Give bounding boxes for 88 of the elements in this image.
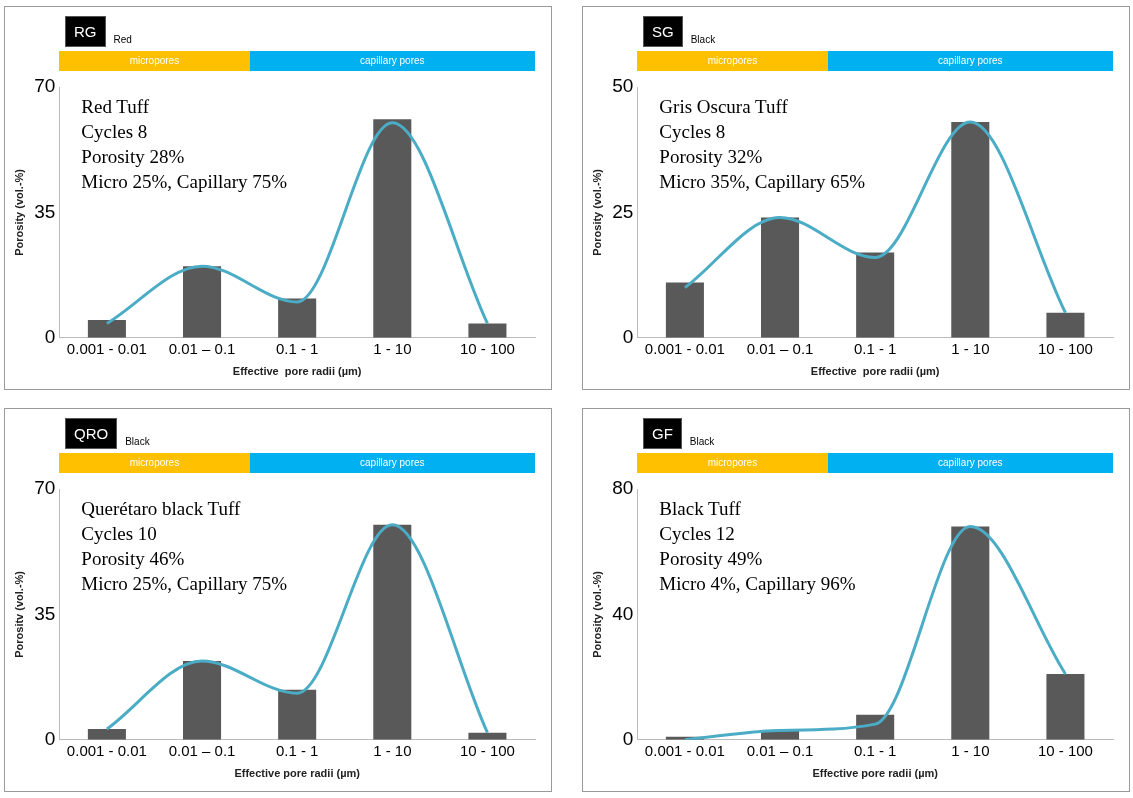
x-tick-label: 10 - 100 bbox=[1037, 339, 1093, 357]
x-axis-title: Effective pore radii (µm) bbox=[232, 365, 362, 378]
bar bbox=[87, 319, 126, 338]
bar bbox=[183, 266, 222, 338]
y-tick-label: 70 bbox=[34, 477, 56, 499]
x-tick-label: 0.001 - 0.01 bbox=[644, 741, 725, 759]
chart-title: GF bbox=[643, 418, 682, 449]
bar bbox=[87, 729, 126, 740]
annotation: Cycles 10 bbox=[81, 523, 157, 545]
y-tick-label: 0 bbox=[622, 728, 634, 750]
y-tick-label: 50 bbox=[612, 75, 634, 97]
annotation: Gris Oscura Tuff bbox=[659, 96, 789, 118]
y-tick-label: 80 bbox=[612, 477, 634, 499]
chart-subtitle: Black bbox=[125, 436, 150, 447]
chart-subtitle: Red bbox=[113, 34, 132, 45]
x-tick-label: 0.1 - 1 bbox=[275, 741, 319, 759]
y-axis-title: Porositv (vol.-%) bbox=[12, 570, 25, 658]
bar bbox=[1046, 673, 1085, 740]
bar bbox=[373, 119, 412, 338]
x-tick-label: 0.01 – 0.1 bbox=[168, 741, 236, 759]
y-axis-title: Porosity (vol.-%) bbox=[12, 168, 25, 256]
y-tick-label: 0 bbox=[44, 728, 56, 750]
x-axis-title: Effective pore radii (µm) bbox=[812, 767, 939, 780]
header-strip: capillary pores bbox=[827, 453, 1113, 473]
header-strip: micropores bbox=[59, 51, 250, 71]
bar bbox=[468, 323, 507, 338]
x-tick-label: 10 - 100 bbox=[1037, 741, 1093, 759]
bar bbox=[1046, 312, 1085, 338]
annotation: Porosity 46% bbox=[81, 548, 185, 570]
chart-title: RG bbox=[65, 16, 106, 47]
y-tick-label: 0 bbox=[622, 326, 634, 348]
bar bbox=[183, 660, 222, 740]
chart-subtitle: Black bbox=[689, 436, 715, 447]
x-tick-label: 10 - 100 bbox=[459, 339, 515, 357]
annotation: Micro 25%, Capillary 75% bbox=[81, 171, 288, 193]
x-tick-label: 0.1 - 1 bbox=[275, 339, 319, 357]
y-tick-label: 35 bbox=[34, 200, 56, 222]
bar bbox=[278, 689, 317, 740]
y-tick-label: 35 bbox=[34, 602, 56, 624]
bar bbox=[761, 217, 800, 338]
annotation: Querétaro black Tuff bbox=[81, 498, 242, 520]
bar bbox=[665, 282, 704, 338]
annotation: Cycles 12 bbox=[659, 523, 735, 545]
annotation: Cycles 8 bbox=[81, 121, 148, 143]
annotation: Porosity 32% bbox=[659, 146, 763, 168]
x-tick-label: 1 - 10 bbox=[373, 741, 412, 759]
x-tick-label: 1 - 10 bbox=[373, 339, 412, 357]
y-axis-title: Porosity (vol.-%) bbox=[590, 570, 603, 658]
x-axis-title: Effective pore radii (µm) bbox=[810, 365, 940, 378]
bar bbox=[951, 122, 990, 338]
x-tick-label: 0.01 – 0.1 bbox=[746, 741, 814, 759]
x-tick-label: 0.1 - 1 bbox=[853, 339, 897, 357]
chart-title: SG bbox=[643, 16, 683, 47]
chart-title: QRO bbox=[65, 418, 118, 449]
y-tick-label: 0 bbox=[44, 326, 56, 348]
x-tick-label: 0.001 - 0.01 bbox=[644, 339, 725, 357]
annotation: Porosity 49% bbox=[659, 548, 763, 570]
x-tick-label: 0.1 - 1 bbox=[853, 741, 897, 759]
annotation: Micro 35%, Capillary 65% bbox=[659, 171, 866, 193]
header-strip: micropores bbox=[59, 453, 250, 473]
annotation: Black Tuff bbox=[659, 498, 742, 520]
annotation: Red Tuff bbox=[81, 96, 150, 118]
header-strip: micropores bbox=[637, 453, 828, 473]
header-strip: micropores bbox=[637, 51, 828, 71]
x-tick-label: 0.001 - 0.01 bbox=[66, 339, 147, 357]
x-tick-label: 0.01 – 0.1 bbox=[746, 339, 814, 357]
annotation: Micro 25%, Capillary 75% bbox=[81, 573, 288, 595]
y-tick-label: 70 bbox=[34, 75, 56, 97]
x-tick-label: 0.001 - 0.01 bbox=[66, 741, 147, 759]
x-tick-label: 10 - 100 bbox=[459, 741, 515, 759]
x-axis-title: Effective pore radii (µm) bbox=[234, 767, 361, 780]
y-axis-title: Porosity (vol.-%) bbox=[590, 168, 603, 256]
annotation: Porosity 28% bbox=[81, 146, 185, 168]
bar bbox=[373, 524, 412, 740]
x-tick-label: 0.01 – 0.1 bbox=[168, 339, 236, 357]
bar bbox=[278, 298, 317, 338]
header-strip: capillary pores bbox=[827, 51, 1113, 71]
bar bbox=[856, 252, 895, 338]
bar bbox=[951, 526, 990, 740]
y-tick-label: 25 bbox=[612, 200, 634, 222]
annotation: Micro 4%, Capillary 96% bbox=[659, 573, 856, 595]
x-tick-label: 1 - 10 bbox=[951, 339, 990, 357]
header-strip: capillary pores bbox=[249, 51, 535, 71]
chart-subtitle: Black bbox=[690, 34, 716, 45]
header-strip: capillary pores bbox=[249, 453, 535, 473]
x-tick-label: 1 - 10 bbox=[951, 741, 990, 759]
y-tick-label: 40 bbox=[612, 602, 634, 624]
annotation: Cycles 8 bbox=[659, 121, 726, 143]
